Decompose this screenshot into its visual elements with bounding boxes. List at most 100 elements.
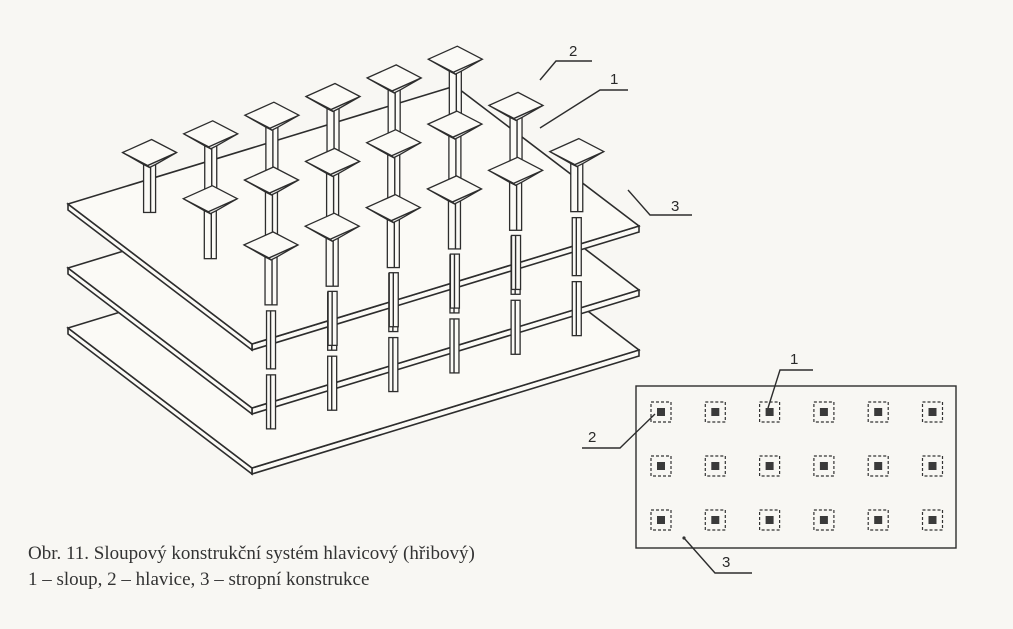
capital-top-face bbox=[365, 128, 423, 157]
plan-capital-outline bbox=[650, 509, 672, 531]
plan-column-r1-c6 bbox=[921, 401, 944, 423]
plan-capital-outline bbox=[704, 401, 726, 423]
plan-capital-outline bbox=[650, 455, 672, 477]
plan-capital-outline bbox=[921, 509, 944, 531]
capital-top-face bbox=[487, 91, 545, 120]
capital-top-face bbox=[426, 45, 484, 73]
plan-callouts bbox=[582, 369, 813, 574]
iso-callout-label-hlavice: 2 bbox=[569, 43, 578, 60]
plan-capital-outline bbox=[758, 509, 781, 531]
column-r1-c1 bbox=[121, 138, 179, 214]
plan-column-r1-c5 bbox=[867, 401, 889, 423]
column-r3-c1 bbox=[242, 231, 300, 306]
column-r2-c4 bbox=[365, 128, 423, 204]
column-r2-c3 bbox=[304, 147, 362, 223]
column-r2-c1 bbox=[181, 184, 239, 260]
plan-leader-dot bbox=[682, 536, 686, 540]
capital-top-face bbox=[304, 82, 362, 111]
plan-callout-label-hlavice: 2 bbox=[588, 429, 597, 446]
capital-top-face bbox=[182, 120, 240, 148]
column-r3-c3 bbox=[364, 193, 422, 269]
plan-column-square bbox=[765, 462, 774, 470]
capital-top-face bbox=[548, 137, 606, 166]
plan-column-r2-c4 bbox=[813, 455, 835, 477]
column-r3-c5 bbox=[487, 156, 545, 231]
plan-capital-outline bbox=[704, 455, 726, 477]
plan-column-square bbox=[928, 462, 937, 470]
plan-column-r3-c4 bbox=[813, 509, 835, 531]
plan-column-grid bbox=[650, 401, 944, 531]
plan-column-r3-c2 bbox=[704, 509, 726, 531]
capital-top-face bbox=[303, 212, 361, 240]
capital-top-face bbox=[121, 138, 179, 167]
capital-top-face bbox=[426, 110, 484, 138]
plan-column-square bbox=[657, 516, 665, 524]
capital-top-face bbox=[242, 231, 300, 259]
column-r2-c6 bbox=[487, 91, 545, 167]
plan-capital-outline bbox=[813, 401, 835, 423]
plan-callout-label-sloup: 1 bbox=[790, 351, 799, 368]
plan-leader-stropni-konstrukce bbox=[683, 537, 752, 574]
capital-top-face bbox=[243, 166, 300, 194]
iso-callout-label-stropni-konstrukce: 3 bbox=[671, 198, 680, 215]
plan-leader-sloup bbox=[767, 369, 813, 409]
callout-leader-hlavice bbox=[539, 60, 592, 81]
plan-capital-outline bbox=[704, 509, 726, 531]
plan-column-r1-c1 bbox=[650, 401, 672, 423]
plan-column-r2-c1 bbox=[650, 455, 672, 477]
plan-capital-outline bbox=[921, 401, 944, 423]
plan-capital-outline bbox=[921, 455, 944, 477]
callout-leader-stropni-konstrukce bbox=[627, 189, 692, 216]
caption-legend: 1 – sloup, 2 – hlavice, 3 – stropní kons… bbox=[28, 569, 370, 590]
caption-title: Obr. 11. Sloupový konstrukční systém hla… bbox=[28, 543, 475, 564]
floor-slab-1 bbox=[66, 85, 641, 352]
plan-capital-outline bbox=[758, 455, 781, 477]
capital-top-face bbox=[365, 64, 423, 92]
plan-column-r3-c3 bbox=[758, 509, 781, 531]
plan-capital-outline bbox=[813, 455, 835, 477]
column-r3-c2 bbox=[303, 212, 361, 287]
plan-column-square bbox=[928, 516, 937, 524]
plan-column-square bbox=[874, 516, 883, 524]
plan-leader-hlavice bbox=[582, 413, 656, 449]
plan-column-square bbox=[874, 408, 883, 416]
plan-column-square bbox=[657, 462, 665, 470]
plan-column-square bbox=[819, 516, 828, 524]
plan-column-square bbox=[765, 408, 774, 416]
plan-column-r1-c4 bbox=[813, 401, 835, 423]
plan-capital-outline bbox=[650, 401, 672, 423]
plan-outline bbox=[635, 385, 957, 549]
slab-top-face bbox=[66, 85, 641, 345]
capital-top-face bbox=[243, 101, 301, 129]
capital-top-face bbox=[364, 193, 422, 222]
column-r2-c5 bbox=[426, 110, 484, 185]
plan-column-square bbox=[874, 462, 883, 470]
column-r2-c2 bbox=[243, 166, 300, 241]
plan-column-r3-c5 bbox=[867, 509, 889, 531]
plan-column-square bbox=[819, 462, 828, 470]
plan-column-r2-c2 bbox=[704, 455, 726, 477]
column-r3-c4 bbox=[426, 175, 483, 250]
iso-callout-label-sloup: 1 bbox=[610, 71, 619, 88]
plan-column-square bbox=[928, 408, 937, 416]
plan-capital-outline bbox=[813, 509, 835, 531]
plan-column-r1-c2 bbox=[704, 401, 726, 423]
plan-column-square bbox=[657, 408, 665, 416]
slab-stack bbox=[66, 85, 641, 476]
plan-callout-label-stropni-konstrukce: 3 bbox=[722, 554, 731, 571]
plan-column-square bbox=[711, 408, 720, 416]
column-r1-c5 bbox=[365, 64, 423, 139]
plan-column-r3-c1 bbox=[650, 509, 672, 531]
figure-caption: Obr. 11. Sloupový konstrukční systém hla… bbox=[28, 541, 475, 593]
plan-column-r2-c5 bbox=[867, 455, 889, 477]
iso-callouts bbox=[539, 60, 692, 216]
plan-column-r2-c3 bbox=[758, 455, 781, 477]
plan-column-square bbox=[711, 516, 720, 524]
capital-top-face bbox=[181, 184, 239, 213]
column-r3-c6 bbox=[548, 137, 606, 213]
capital-top-face bbox=[487, 156, 545, 185]
plan-capital-outline bbox=[867, 455, 889, 477]
